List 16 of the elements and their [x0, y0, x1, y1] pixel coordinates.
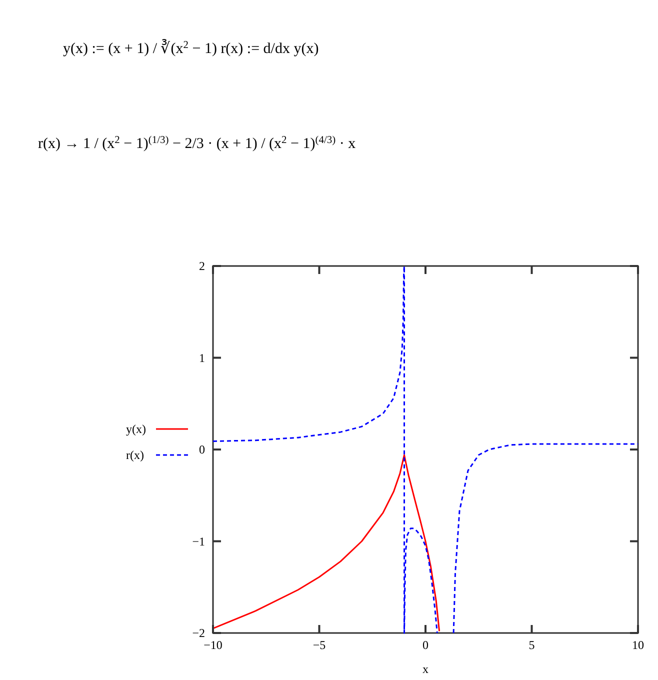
text: r(x) → 1 / (x$^{2}$ − 1)$^{(1/3)}$ − 2/3 · (x + 1) / (x$^{2}$ − 1)$^{(4/3)}$ · x — [38, 134, 356, 152]
x-tick-label: −5 — [312, 638, 326, 652]
y-tick-label: 2 — [199, 259, 205, 273]
x-axis-title: x — [422, 662, 428, 676]
x-tick-label: 5 — [528, 638, 535, 652]
x-tick-label: 10 — [632, 638, 644, 652]
y-tick-label: −1 — [192, 534, 205, 548]
x-tick-label: 0 — [422, 638, 428, 652]
y-tick-label: 1 — [199, 350, 205, 365]
text: y(x) := (x + 1) / ∛(x$^{2}$ − 1) r(x) := d/dx y(x) — [63, 39, 319, 57]
y-tick-label: 0 — [199, 442, 205, 456]
x-tick-label: −10 — [204, 638, 222, 652]
line-series — [213, 454, 440, 632]
legend-label: r(x) — [126, 448, 144, 462]
legend-label: y(x) — [126, 422, 146, 436]
y-tick-label: −2 — [192, 626, 205, 640]
